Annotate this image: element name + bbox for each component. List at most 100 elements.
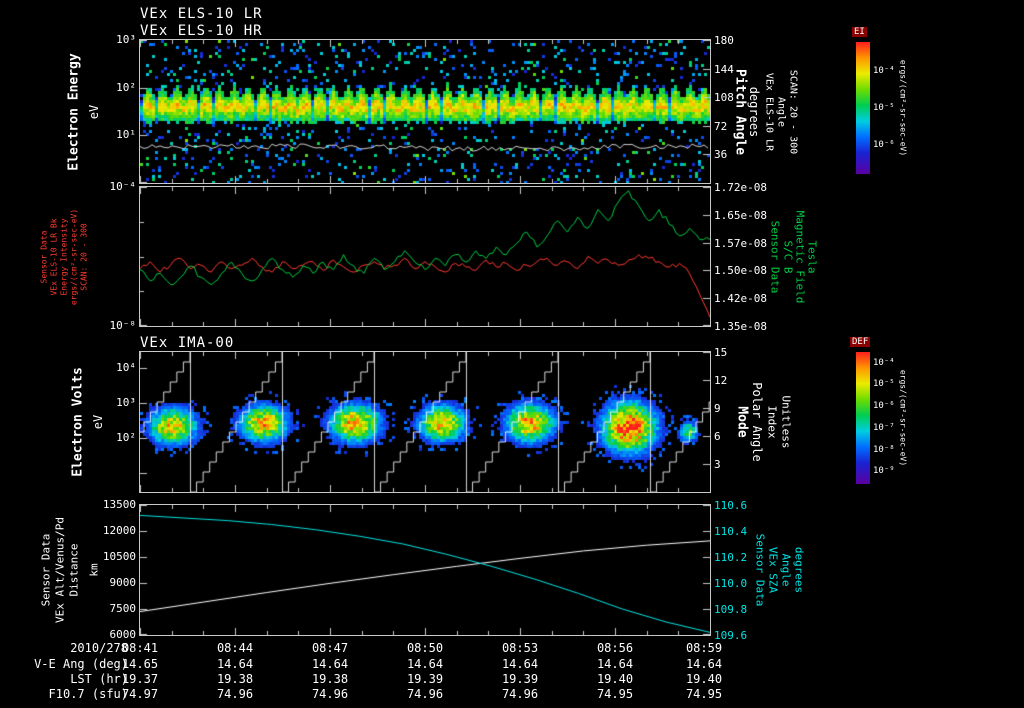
- y-axis-tick-label: 7500: [109, 602, 137, 615]
- time-tick-label: 08:41: [121, 641, 159, 655]
- right-axis-tick-label: 110.2: [714, 551, 748, 564]
- colorbar-tick-label: 10⁻⁶: [873, 139, 895, 150]
- right-axis-title: Sensor Data: [768, 220, 782, 293]
- def-colorbar-label: DEF: [850, 337, 871, 347]
- left-axis-title: VEx Alt/Venus/Pd: [53, 517, 67, 623]
- y-axis-tick-label: 10⁻⁸: [109, 319, 137, 332]
- altitude-sza-line-canvas: [139, 504, 711, 636]
- y-axis-tick-label: 10³: [116, 33, 136, 46]
- row-value: 14.64: [311, 657, 349, 671]
- left-axis-title: eV: [91, 414, 105, 430]
- right-axis-tick-label: 36: [714, 148, 728, 162]
- row-label: LST (hr): [70, 672, 128, 686]
- right-axis-title: Index: [765, 405, 779, 439]
- right-axis-title: degrees: [792, 546, 806, 594]
- row-label: V-E Ang (deg): [34, 657, 128, 671]
- panel1-title-lr: VEx ELS-10 LR: [140, 6, 263, 22]
- panel1-title-hr: VEx ELS-10 HR: [140, 23, 263, 39]
- right-axis-title: Angle: [779, 553, 793, 587]
- right-axis-title: Unitless: [779, 395, 793, 449]
- colorbar-tick-label: 10⁻⁷: [873, 422, 895, 433]
- right-axis-title: VEx ELS-10 LR: [763, 72, 775, 151]
- right-axis-tick-label: 9: [714, 402, 721, 415]
- row-value: 19.39: [406, 672, 444, 686]
- colorbar-tick-label: 10⁻⁵: [873, 379, 895, 390]
- left-axis-title: Energy Intensity: [59, 217, 69, 296]
- y-axis-tick-label: 10⁴: [116, 360, 136, 374]
- row-value: 19.38: [216, 672, 254, 686]
- ei-colorbar: [856, 42, 870, 174]
- row-value: 14.64: [596, 657, 634, 671]
- els-spectrogram-canvas: [139, 39, 711, 184]
- left-axis-title: VEx ELS-10 LR Bk: [49, 217, 59, 296]
- right-axis-tick-label: 1.72e-08: [714, 181, 767, 194]
- colorbar-tick-label: 10⁻⁴: [873, 66, 895, 77]
- right-axis-title: VEx SZA: [766, 546, 780, 594]
- row-value: 14.65: [121, 657, 159, 671]
- row-value: 14.64: [501, 657, 539, 671]
- right-axis-title: Polar Angle: [750, 382, 764, 462]
- row-value: 14.64: [685, 657, 723, 671]
- left-axis-title: eV: [87, 104, 101, 119]
- left-axis-title: Sensor Data: [39, 533, 53, 607]
- row-value: 14.64: [216, 657, 254, 671]
- time-tick-label: 08:53: [501, 641, 539, 655]
- right-axis-tick-label: 6: [714, 430, 721, 443]
- row-value: 74.96: [216, 687, 254, 701]
- right-axis-tick-label: 110.6: [714, 499, 748, 512]
- colorbar-tick-label: 10⁻⁶: [873, 401, 895, 412]
- right-axis-title: SCAN: 20 - 300: [787, 69, 799, 154]
- right-axis-tick-label: 1.50e-08: [714, 264, 767, 278]
- y-axis-tick-label: 9000: [109, 576, 137, 589]
- right-axis-tick-label: 72: [714, 119, 728, 133]
- ima-spectrogram-canvas: [139, 351, 711, 493]
- right-axis-tick-label: 110.4: [714, 525, 748, 538]
- time-tick-label: 08:47: [311, 641, 349, 655]
- def-colorbar: [856, 352, 870, 484]
- intensity-bfield-line-canvas: [139, 186, 711, 327]
- left-axis-title: ergs/(cm²-sr-sec-eV): [69, 208, 79, 305]
- row-value: 74.96: [501, 687, 539, 701]
- colorbar-units: ergs/(cm²-sr-sec-eV): [898, 59, 908, 157]
- right-axis-title: Pitch Angle: [732, 68, 748, 155]
- panel3-title-ima: VEx IMA-00: [140, 335, 235, 351]
- right-axis-tick-label: 12: [714, 374, 728, 387]
- right-axis-title: Angle: [775, 96, 787, 127]
- left-axis-title: Electron Energy: [66, 52, 82, 171]
- colorbar-tick-label: 10⁻⁵: [873, 103, 895, 113]
- colorbar-units: ergs/(cm²-sr-sec-eV): [898, 369, 908, 467]
- right-axis-title: Tesla: [805, 239, 819, 274]
- y-axis-tick-label: 6000: [109, 628, 137, 641]
- right-axis-tick-label: 109.8: [714, 603, 748, 616]
- left-axis-title: Distance: [67, 543, 81, 597]
- row-value: 14.64: [406, 657, 444, 671]
- right-axis-tick-label: 3: [714, 458, 721, 471]
- right-axis-tick-label: 1.65e-08: [714, 208, 767, 222]
- y-axis-tick-label: 10¹: [116, 128, 136, 142]
- row-value: 74.95: [685, 687, 723, 701]
- ei-colorbar-label: EI: [852, 27, 867, 37]
- right-axis-title: Sensor Data: [753, 533, 767, 607]
- y-axis-tick-label: 10²: [116, 430, 136, 444]
- right-axis-title: Mode: [734, 406, 750, 438]
- right-axis-tick-label: 144: [714, 62, 734, 76]
- row-value: 19.37: [121, 672, 159, 686]
- right-axis-title: degrees: [747, 86, 761, 137]
- time-tick-label: 08:50: [406, 641, 444, 655]
- colorbar-tick-label: 10⁻⁴: [873, 357, 895, 368]
- row-label: F10.7 (sfu): [48, 687, 128, 701]
- date-label: 2010/278: [70, 641, 128, 655]
- right-axis-tick-label: 108: [714, 91, 734, 105]
- right-axis-tick-label: 1.57e-08: [714, 236, 767, 250]
- time-tick-label: 08:56: [596, 641, 634, 655]
- row-value: 19.40: [685, 672, 723, 686]
- right-axis-tick-label: 1.35e-08: [714, 320, 767, 333]
- right-axis-tick-label: 15: [714, 346, 728, 359]
- y-axis-tick-label: 10³: [116, 395, 136, 409]
- colorbar-tick-label: 10⁻⁸: [873, 444, 895, 455]
- time-tick-label: 08:59: [685, 641, 723, 655]
- left-axis-title: SCAN: 20 - 300: [79, 222, 89, 291]
- left-axis-title: Sensor Data: [39, 230, 49, 283]
- left-axis-title: Electron Volts: [70, 367, 86, 477]
